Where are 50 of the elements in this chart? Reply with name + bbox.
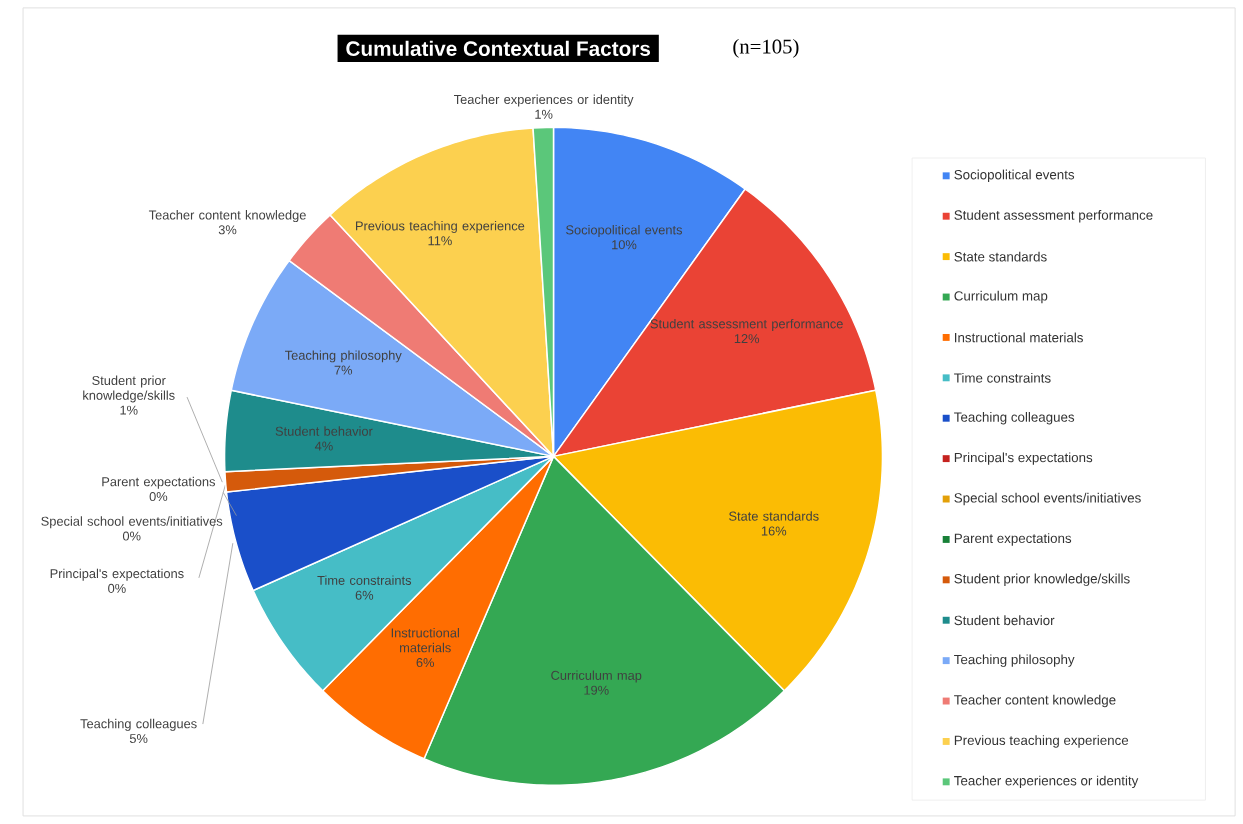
legend-label: Student behavior [954, 615, 1055, 626]
category-label: Principal's expectations [50, 568, 184, 581]
data-label: 11% [428, 236, 452, 246]
legend-label: Student prior knowledge/skills [954, 573, 1130, 587]
legend-label: Teacher experiences or identity [954, 775, 1139, 789]
slice-label: Curriculum map [551, 670, 642, 683]
legend-label: Teaching colleagues [954, 412, 1075, 425]
legend-label: Sociopolitical events [954, 169, 1075, 183]
legend-label: Student assessment performance [954, 210, 1153, 223]
data-label: 12% [734, 334, 760, 344]
legend-label: Curriculum map [954, 290, 1048, 304]
data-label: 3% [218, 225, 237, 235]
text: 0% [122, 531, 141, 541]
slice-label: State standards [729, 511, 819, 521]
chart-title: Cumulative Contextual Factors [346, 40, 651, 57]
data-label: 19% [584, 685, 609, 695]
legend-label: Instructional materials [955, 332, 1083, 343]
slice-label: Teacher experiences or identity [453, 94, 634, 107]
data-label: 6% [355, 590, 374, 600]
slice-label: Student prior knowledge/skills [83, 375, 175, 403]
legend-label: Teacher content knowledge [954, 694, 1116, 708]
legend-label: Teaching philosophy [954, 654, 1075, 667]
slice-label: Time constraints [317, 575, 412, 585]
slice-label: Student assessment performance [650, 319, 843, 331]
data-label: 4% [314, 441, 333, 451]
data-label: 6% [416, 658, 435, 668]
legend-label: Special school events/initiatives [954, 492, 1141, 506]
legend-label: Time constraints [954, 373, 1051, 383]
data-label: 7% [334, 365, 353, 375]
slice-label: Instructional materials [391, 628, 459, 653]
legend-label: Previous teaching experience [954, 735, 1129, 748]
text: 0% [108, 583, 126, 594]
slice-label: Teaching colleagues [80, 718, 197, 731]
text: 0% [149, 492, 168, 502]
data-label: 5% [129, 734, 148, 744]
chart-subtitle: (n=105) [733, 39, 799, 58]
slice-label: Sociopolitical events [566, 225, 683, 238]
legend-label: Parent expectations [954, 533, 1072, 546]
data-label: 16% [761, 526, 787, 536]
legend-label: State standards [954, 251, 1047, 262]
data-label: 10% [612, 240, 637, 250]
legend-label: Principal's expectations [954, 452, 1093, 465]
slice-label: Teacher content knowledge [148, 210, 306, 223]
category-label: Special school events/initiatives [41, 516, 223, 529]
data-label: 1% [535, 109, 553, 119]
slice-label: Previous teaching experience [356, 221, 525, 234]
data-label: 1% [120, 405, 138, 415]
slice-label: Teaching philosophy [285, 350, 402, 363]
slice-label: Student behavior [275, 426, 373, 436]
category-label: Parent expectations [102, 476, 216, 489]
